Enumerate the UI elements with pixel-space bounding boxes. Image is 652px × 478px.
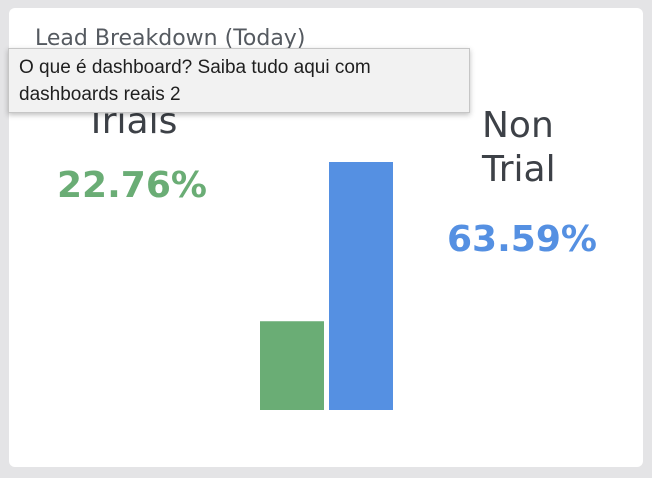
tooltip: O que é dashboard? Saiba tudo aqui com d… (8, 48, 470, 113)
lead-breakdown-bar-chart (260, 162, 393, 410)
non-trial-label: Non Trial (482, 105, 556, 190)
non-trial-percentage: 63.59% (447, 219, 597, 260)
trials-percentage: 22.76% (57, 165, 207, 206)
bar-non-trial (329, 162, 393, 410)
card-title: Lead Breakdown (Today) (35, 26, 306, 51)
bar-trials (260, 321, 324, 410)
